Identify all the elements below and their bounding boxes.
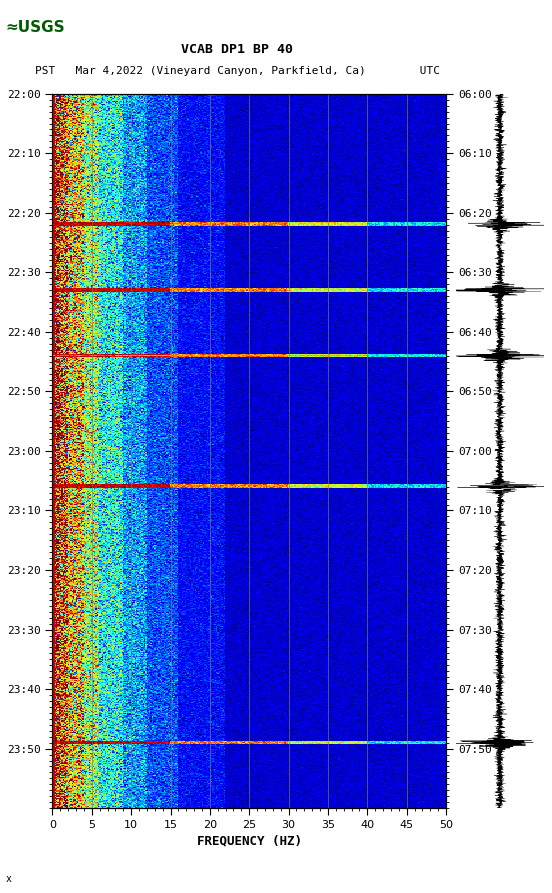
Text: x: x [6, 874, 12, 884]
X-axis label: FREQUENCY (HZ): FREQUENCY (HZ) [197, 834, 302, 847]
Text: VCAB DP1 BP 40: VCAB DP1 BP 40 [182, 43, 293, 56]
Text: ≈USGS: ≈USGS [6, 20, 65, 35]
Text: PST   Mar 4,2022 (Vineyard Canyon, Parkfield, Ca)        UTC: PST Mar 4,2022 (Vineyard Canyon, Parkfie… [35, 66, 440, 76]
